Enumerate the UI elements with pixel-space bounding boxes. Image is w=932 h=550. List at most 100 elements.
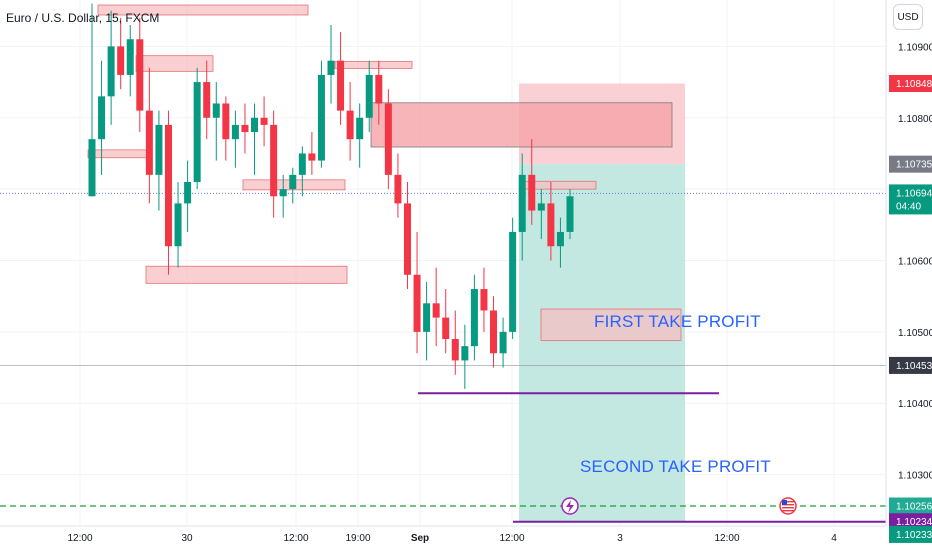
x-tick-label: Sep	[411, 533, 429, 544]
price-label-text: 1.10735	[896, 160, 932, 171]
zone-mid-zone-1	[135, 55, 214, 72]
candle-body	[126, 39, 134, 75]
candle-body	[88, 139, 96, 197]
x-tick-label: 19:00	[345, 533, 370, 544]
price-label-stop	[889, 75, 932, 93]
price-label-green	[889, 525, 932, 543]
zone-low-zone	[145, 265, 348, 284]
zone-big-zone	[370, 102, 673, 148]
candle-body	[451, 339, 459, 361]
price-label-last	[889, 184, 932, 215]
candle-body	[490, 310, 498, 354]
target-area	[519, 164, 685, 523]
symbol-title: Euro / U.S. Dollar, 15, FXCM	[6, 11, 160, 25]
y-tick-label: 1.10400	[898, 399, 932, 410]
flag-stripe	[782, 504, 794, 506]
candle-body	[327, 60, 335, 75]
candle-body	[251, 117, 259, 133]
first-take-profit-label: FIRST TAKE PROFIT	[594, 312, 761, 331]
x-tick-label: 4	[831, 533, 837, 544]
candle-body	[298, 153, 306, 175]
zone-left-small	[87, 149, 149, 159]
candle-body	[270, 124, 278, 197]
price-label-tp	[889, 497, 932, 515]
candle-body	[279, 189, 287, 197]
candle-body	[117, 46, 125, 75]
lightning-event-icon	[561, 497, 579, 515]
candle-body	[193, 82, 201, 182]
candle-body	[317, 74, 325, 161]
x-tick-label: 12:00	[499, 533, 524, 544]
candle-body	[164, 124, 172, 247]
x-tick-label: 12:00	[283, 533, 308, 544]
candle-body	[384, 103, 392, 175]
candle-body	[394, 174, 402, 204]
candle-body	[337, 60, 345, 111]
candle-body	[260, 117, 268, 125]
zone-supply-top	[97, 4, 309, 16]
candle-body	[566, 196, 574, 232]
flag-canton	[782, 500, 787, 505]
price-label-text: 1.10234	[896, 517, 932, 528]
candle-body	[155, 124, 163, 175]
candle-body	[222, 103, 230, 140]
candle-body	[537, 203, 545, 211]
candle-body	[356, 117, 364, 140]
x-tick-label: 3	[617, 533, 623, 544]
price-label-text: 1.10233	[896, 530, 932, 541]
candle-body	[423, 303, 431, 332]
lightning-icon-bolt	[566, 500, 574, 513]
price-label-entry	[889, 155, 932, 173]
x-tick-label: 12:00	[67, 533, 92, 544]
candle-body	[403, 203, 411, 275]
candle-body	[509, 231, 517, 332]
candle-body	[184, 181, 192, 204]
candle-body	[461, 346, 469, 361]
candles	[88, 3, 574, 389]
y-tick-label: 1.10800	[898, 114, 932, 125]
candle-body	[499, 331, 507, 354]
candle-body	[365, 74, 373, 118]
candle-body	[174, 203, 182, 247]
candle-body	[98, 96, 106, 140]
y-tick-label: 1.10900	[898, 42, 932, 53]
us-flag-event-icon	[779, 497, 797, 515]
candle-body	[289, 174, 297, 190]
currency-button[interactable]: USD	[893, 4, 923, 30]
candle-body	[413, 274, 421, 332]
candle-body	[518, 174, 526, 232]
flag-stripe	[782, 510, 794, 512]
candle-body	[442, 317, 450, 340]
candle-body	[308, 153, 316, 161]
candle-body	[480, 289, 488, 311]
price-label-text: 1.10694	[896, 188, 932, 199]
candle-body	[470, 289, 478, 347]
candle-body	[203, 82, 211, 118]
second-take-profit-label: SECOND TAKE PROFIT	[580, 457, 771, 476]
flag-stripe	[782, 507, 794, 509]
candle-body	[547, 203, 555, 247]
flag-stripe	[782, 501, 794, 503]
y-tick-label: 1.10500	[898, 328, 932, 339]
x-tick-label: 30	[181, 533, 193, 544]
price-label-text: 1.10256	[896, 502, 932, 513]
candle-body	[231, 124, 239, 140]
candle-body	[346, 110, 354, 140]
candle-body	[136, 39, 144, 111]
candle-body	[556, 231, 564, 247]
y-tick-label: 1.10300	[898, 471, 932, 482]
zone-tp1-zone	[540, 308, 682, 341]
candle-body	[241, 124, 249, 133]
price-label-line	[889, 356, 932, 374]
price-label-text: 1.10848	[896, 79, 932, 90]
price-label-text: 1.10453	[896, 361, 932, 372]
candle-body	[145, 110, 153, 175]
candle-body	[528, 174, 536, 211]
x-tick-label: 12:00	[714, 533, 739, 544]
zone-mid-zone-2	[334, 60, 413, 69]
y-tick-label: 1.10600	[898, 257, 932, 268]
candle-body	[107, 46, 115, 97]
candle-body	[432, 303, 440, 318]
